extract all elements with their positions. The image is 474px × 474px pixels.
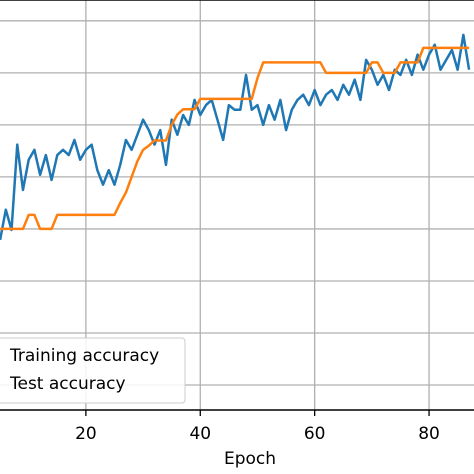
x-tick-label: 60 bbox=[304, 424, 326, 444]
x-tick-label: 40 bbox=[189, 424, 211, 444]
legend-box bbox=[0, 337, 186, 404]
x-axis-label: Epoch bbox=[224, 449, 276, 469]
data-line bbox=[0, 46, 470, 231]
legend-label: Training accuracy bbox=[9, 346, 159, 366]
x-tick-label: 20 bbox=[75, 424, 97, 444]
legend-label: Test accuracy bbox=[9, 374, 126, 394]
data-line bbox=[0, 33, 471, 241]
plot-frame bbox=[0, 0, 474, 411]
x-tick-label: 80 bbox=[418, 424, 440, 444]
